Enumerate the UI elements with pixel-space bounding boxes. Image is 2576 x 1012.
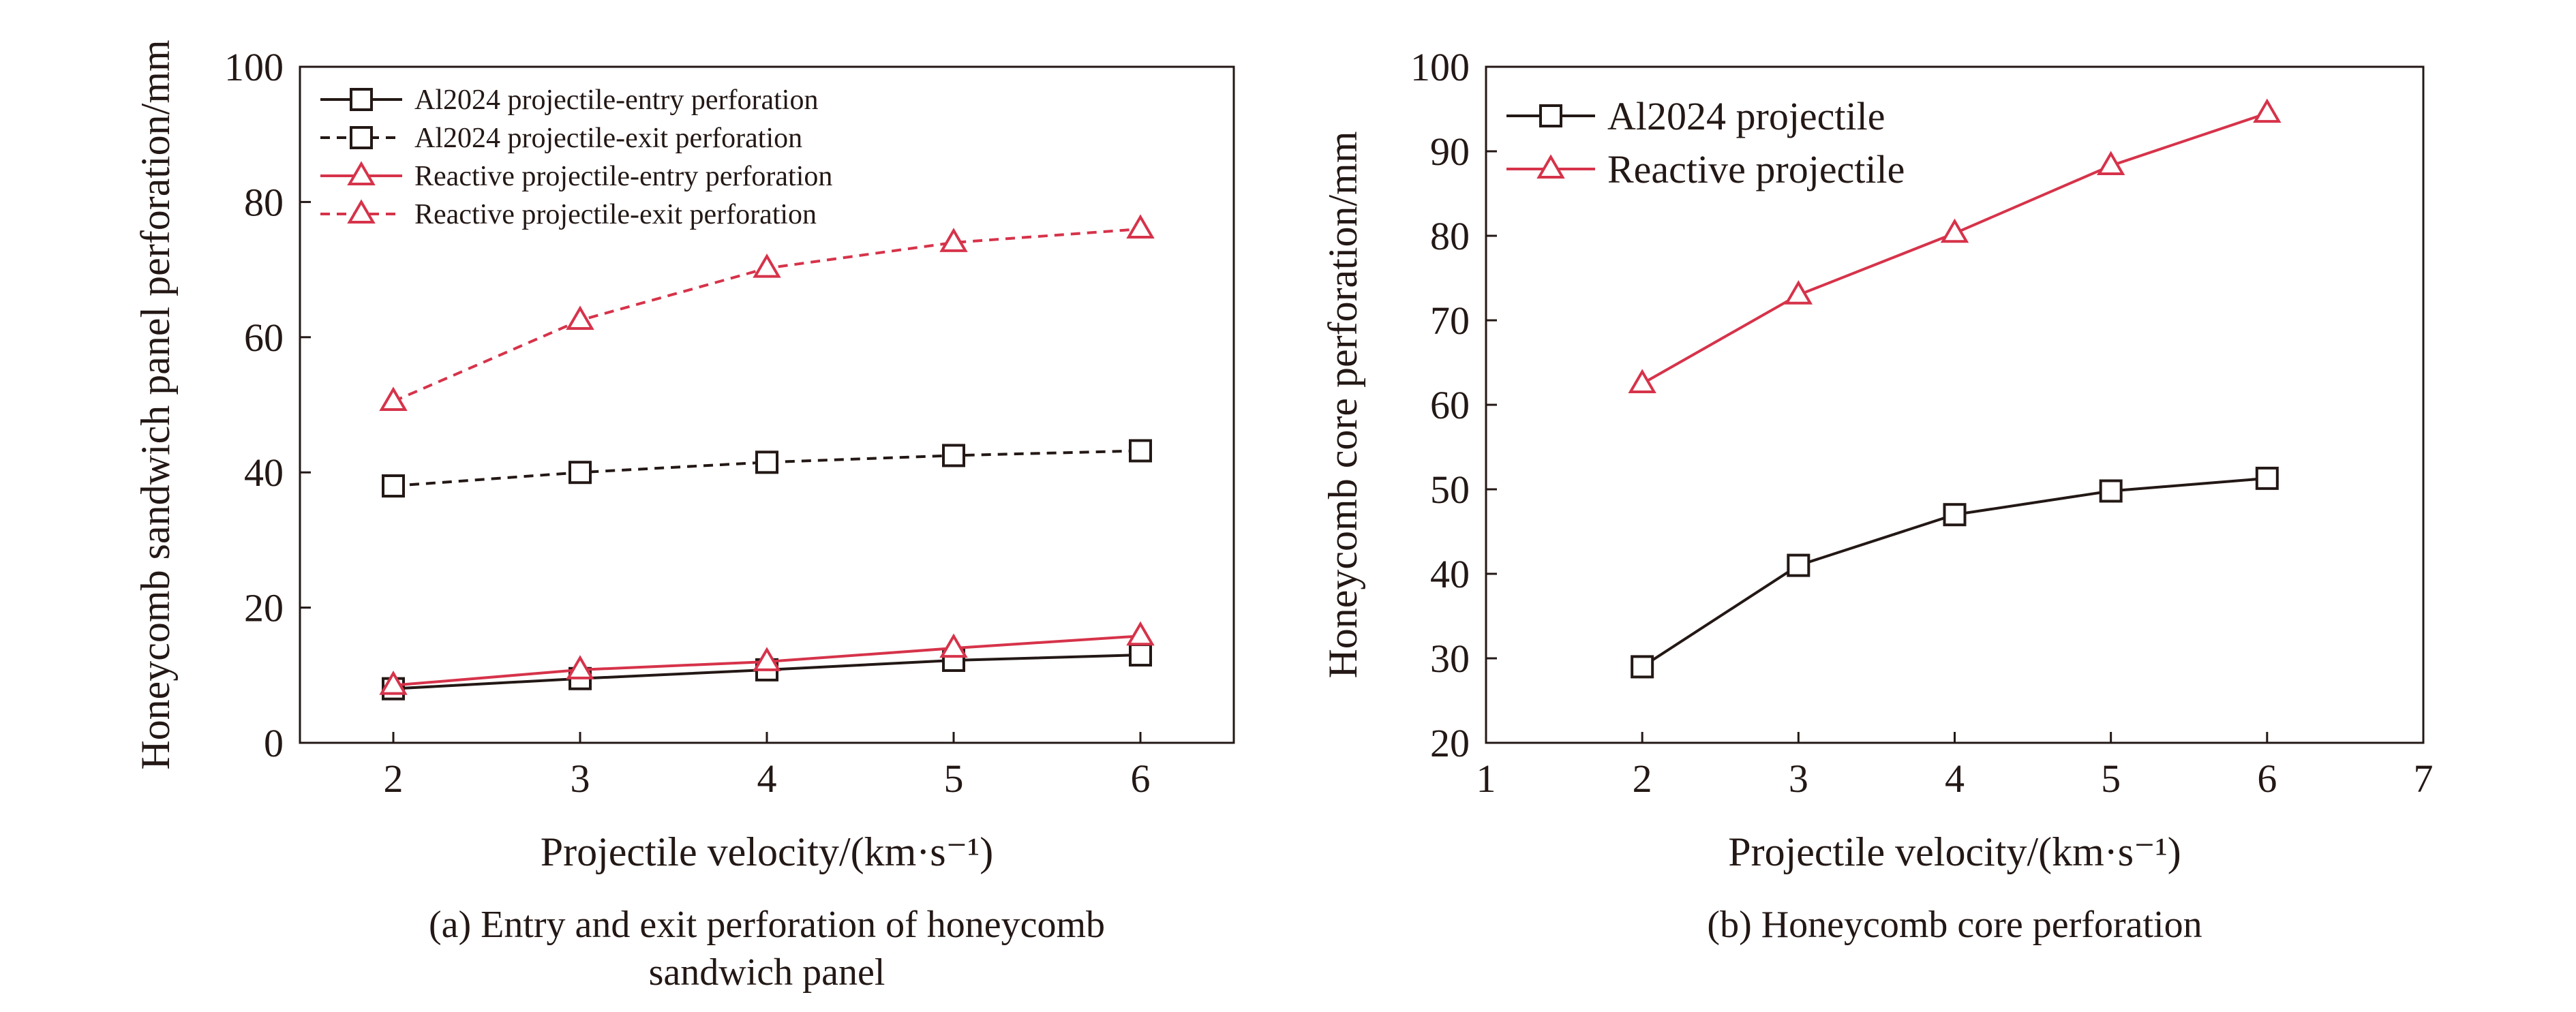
series-2-point	[2253, 98, 2282, 123]
legend-label-3: Reactive projectile-entry perforation	[414, 161, 832, 192]
y-tick-label: 60	[1430, 383, 1470, 427]
y-tick-label: 20	[244, 586, 284, 630]
chart-a-caption-line-1: (a) Entry and exit perforation of honeyc…	[429, 904, 1105, 946]
x-tick-label: 7	[2414, 756, 2434, 801]
series-2-point	[382, 474, 405, 498]
legend-marker-2	[350, 126, 373, 149]
series-2-point	[1628, 369, 1656, 393]
legend-marker-3	[347, 161, 376, 185]
x-tick-label: 3	[571, 756, 590, 801]
series-3-point	[939, 633, 968, 658]
y-tick-label: 100	[1410, 45, 1470, 89]
legend-marker-1	[350, 88, 373, 111]
legend-marker-2	[1536, 154, 1565, 179]
legend-marker-1	[1539, 104, 1562, 127]
y-tick-label: 60	[244, 316, 284, 360]
y-tick-label: 70	[1430, 298, 1470, 343]
series-2-point	[942, 444, 965, 467]
chart-b-y-axis-title: Honeycomb core perforation/mm	[1320, 131, 1365, 678]
chart-a-x-axis-title: Projectile velocity/(km·s⁻¹)	[541, 829, 993, 874]
y-tick-label: 40	[1430, 552, 1470, 596]
series-1-point	[1787, 553, 1810, 577]
x-tick-label: 6	[2257, 756, 2277, 801]
x-tick-label: 2	[384, 756, 404, 801]
chart-b-x-axis-title: Projectile velocity/(km·s⁻¹)	[1728, 829, 2181, 874]
legend-label-4: Reactive projectile-exit perforation	[414, 199, 817, 230]
chart-b-series	[1628, 98, 2282, 679]
chart-a-y-axis-title: Honeycomb sandwich panel perforation/mm	[133, 40, 178, 769]
chart-b-legend: Al2024 projectile Reactive projectile	[1506, 94, 1905, 191]
y-tick-label: 30	[1430, 637, 1470, 681]
series-2-point	[1784, 280, 1813, 305]
x-tick-label: 4	[1945, 756, 1965, 801]
chart-a-series	[379, 214, 1155, 701]
series-1-point	[1129, 643, 1152, 667]
series-4-point	[566, 305, 594, 330]
x-tick-label: 2	[1633, 756, 1652, 801]
series-3-point	[566, 655, 594, 679]
legend-label-2: Al2024 projectile-exit perforation	[414, 123, 802, 154]
y-tick-label: 80	[1430, 214, 1470, 258]
series-2-point	[1940, 218, 1969, 243]
series-1-point	[2099, 479, 2123, 503]
series-2-point	[1129, 439, 1152, 463]
series-3-point	[1126, 621, 1155, 646]
chart-a-legend: Al2024 projectile-entry perforation Al202…	[320, 85, 832, 230]
series-3-point	[753, 647, 781, 671]
legend-label-1: Al2024 projectile-entry perforation	[414, 85, 818, 116]
legend-label-1: Al2024 projectile	[1607, 94, 1885, 138]
chart-b-caption-line-1: (b) Honeycomb core perforation	[1707, 904, 2202, 946]
y-tick-label: 0	[264, 721, 284, 765]
x-tick-label: 6	[1131, 756, 1151, 801]
series-4-point	[379, 386, 408, 412]
y-tick-label: 90	[1430, 129, 1470, 174]
x-tick-label: 5	[2101, 756, 2121, 801]
series-2-point	[2096, 151, 2125, 176]
x-tick-label: 1	[1476, 756, 1496, 801]
series-line-2	[393, 449, 1141, 488]
series-3-point	[379, 671, 408, 695]
series-2-point	[569, 461, 592, 485]
y-tick-label: 40	[244, 450, 284, 495]
y-tick-label: 80	[244, 180, 284, 224]
x-tick-label: 3	[1789, 756, 1808, 801]
y-tick-label: 100	[224, 45, 284, 89]
series-4-point	[939, 228, 968, 252]
series-1-point	[1631, 655, 1654, 679]
chart-a-caption-line-2: sandwich panel	[649, 951, 885, 994]
x-tick-label: 5	[944, 756, 964, 801]
series-2-point	[755, 450, 778, 474]
series-4-point	[753, 253, 781, 278]
legend-label-2: Reactive projectile	[1607, 147, 1905, 191]
y-tick-label: 50	[1430, 467, 1470, 512]
series-1-point	[2255, 466, 2279, 490]
series-1-point	[1943, 503, 1967, 527]
chart-b: 1 2 3 4 5 6 7 20 30 40 50 60 70 80 90 100 Al2024 projec…	[1320, 45, 2434, 946]
series-4-point	[1126, 214, 1155, 239]
legend-marker-4	[347, 199, 376, 224]
x-tick-label: 4	[757, 756, 777, 801]
chart-b-ticks: 1 2 3 4 5 6 7 20 30 40 50 60 70 80 90 100	[1410, 45, 2434, 801]
y-tick-label: 20	[1430, 721, 1470, 765]
